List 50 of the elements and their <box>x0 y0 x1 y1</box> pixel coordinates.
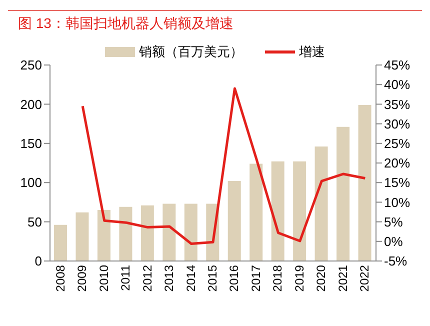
bar <box>140 205 154 261</box>
bar <box>336 126 350 261</box>
bar <box>184 204 198 261</box>
x-tick-label: 2011 <box>118 264 133 291</box>
x-tick-label: 2018 <box>270 264 285 292</box>
y2-tick-label: 5% <box>384 214 404 230</box>
x-tick-label: 2009 <box>75 264 90 292</box>
x-tick-label: 2022 <box>358 264 372 292</box>
y2-tick-label: 40% <box>384 77 410 92</box>
y-tick-label: 150 <box>20 136 42 152</box>
bar <box>358 104 372 261</box>
bar <box>97 210 110 261</box>
y2-tick-label: 0% <box>384 234 404 250</box>
y-tick-label: 250 <box>20 58 42 73</box>
y-tick-label: 100 <box>20 175 42 190</box>
bar <box>228 181 241 261</box>
bar <box>293 161 306 261</box>
y-tick-label: 200 <box>20 96 42 112</box>
line-series <box>81 87 366 245</box>
bar <box>54 224 67 261</box>
y2-tick-label: 35% <box>384 96 410 112</box>
bar <box>271 161 284 261</box>
bar <box>76 212 89 261</box>
legend-label: 销额（百万美元） <box>138 43 243 61</box>
x-tick-label: 2019 <box>292 264 306 292</box>
x-tick-label: 2010 <box>96 264 111 292</box>
y-tick-label: 0 <box>34 254 42 269</box>
x-tick-label: 2021 <box>336 264 350 292</box>
legend-label: 增速 <box>298 43 325 61</box>
y2-tick-label: -5% <box>384 254 408 269</box>
bar <box>162 204 176 261</box>
x-tick-label: 2013 <box>162 264 176 292</box>
y2-tick-label: 10% <box>384 194 410 210</box>
bar <box>314 146 328 261</box>
y2-tick-label: 45% <box>384 58 410 73</box>
x-tick-label: 2017 <box>248 264 263 292</box>
y2-tick-label: 30% <box>384 116 410 132</box>
x-tick-label: 2015 <box>206 264 220 292</box>
x-tick-label: 2020 <box>314 264 328 292</box>
chart-title: 图 13：韩国扫地机器人销额及增速 <box>8 10 422 39</box>
x-tick-label: 2012 <box>140 264 154 292</box>
y2-tick-label: 15% <box>384 175 410 190</box>
y2-tick-label: 20% <box>384 156 410 171</box>
y-tick-label: 50 <box>28 214 42 230</box>
x-tick-label: 2016 <box>227 264 242 292</box>
x-tick-label: 2008 <box>53 264 68 292</box>
y2-tick-label: 25% <box>384 136 410 152</box>
x-tick-label: 2014 <box>184 264 198 292</box>
bar <box>119 206 132 261</box>
bar <box>250 164 263 261</box>
